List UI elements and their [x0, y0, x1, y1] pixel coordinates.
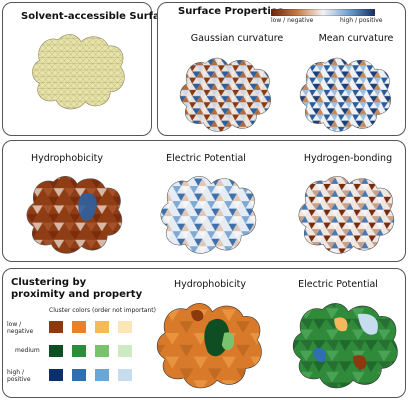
surface-panel-title: Solvent-accessible Surface: [21, 11, 173, 22]
cluster-swatch: [95, 369, 109, 381]
hydrophobicity-map: [26, 175, 123, 254]
cluster-row-label-medium: medium: [15, 347, 40, 354]
clustering-title-line2: proximity and property: [11, 289, 143, 300]
property-colorbar: [271, 9, 375, 16]
cluster-swatch: [72, 369, 86, 381]
clustering-title-line1: Clustering by: [11, 277, 87, 288]
cluster-hydrophobicity-label: Hydrophobicity: [173, 279, 247, 290]
hydrogen-bonding-map: [298, 175, 395, 254]
surface-properties-panel: Surface Properties Gaussian curvature Me…: [157, 2, 406, 136]
hydrophobicity-label: Hydrophobicity: [30, 153, 104, 164]
cluster-legend-title: Cluster colors (order not important): [49, 307, 156, 314]
cluster-swatch: [72, 345, 86, 357]
cluster-electric-potential-label: Electric Potential: [298, 279, 378, 290]
gaussian-curvature-map: [179, 57, 272, 133]
cluster-swatch: [49, 321, 63, 333]
cluster-swatch: [95, 345, 109, 357]
cluster-swatch: [49, 345, 63, 357]
cluster-swatch: [72, 321, 86, 333]
cluster-swatch: [118, 369, 132, 381]
solvent-accessible-surface-panel: Solvent-accessible Surface: [2, 2, 172, 136]
mean-curvature-label: Mean curvature: [318, 33, 394, 44]
colorbar-low-label: low / negative: [271, 17, 314, 24]
mean-curvature-map: [299, 57, 392, 133]
cluster-swatch: [49, 369, 63, 381]
electric-potential-label: Electric Potential: [166, 153, 246, 164]
cluster-hydrophobicity-map: [156, 302, 263, 389]
hydrogen-bonding-label: Hydrogen-bonding: [303, 153, 393, 164]
cluster-swatch: [95, 321, 109, 333]
properties-panel-title: Surface Properties: [178, 6, 284, 17]
cluster-row-label-low: low / negative: [7, 321, 34, 335]
surface-mesh-image: [31, 33, 125, 110]
electric-potential-map: [160, 175, 257, 254]
colorbar-high-label: high / positive: [340, 17, 383, 24]
gaussian-curvature-label: Gaussian curvature: [190, 33, 284, 44]
cluster-electric-potential-map: [292, 302, 399, 389]
property-maps-panel: Hydrophobicity Electric Potential Hydrog…: [2, 140, 406, 262]
cluster-swatch: [118, 345, 132, 357]
clustering-panel: Clustering by proximity and property Clu…: [2, 268, 406, 398]
cluster-row-label-high: high / positive: [7, 369, 31, 383]
cluster-swatch: [118, 321, 132, 333]
